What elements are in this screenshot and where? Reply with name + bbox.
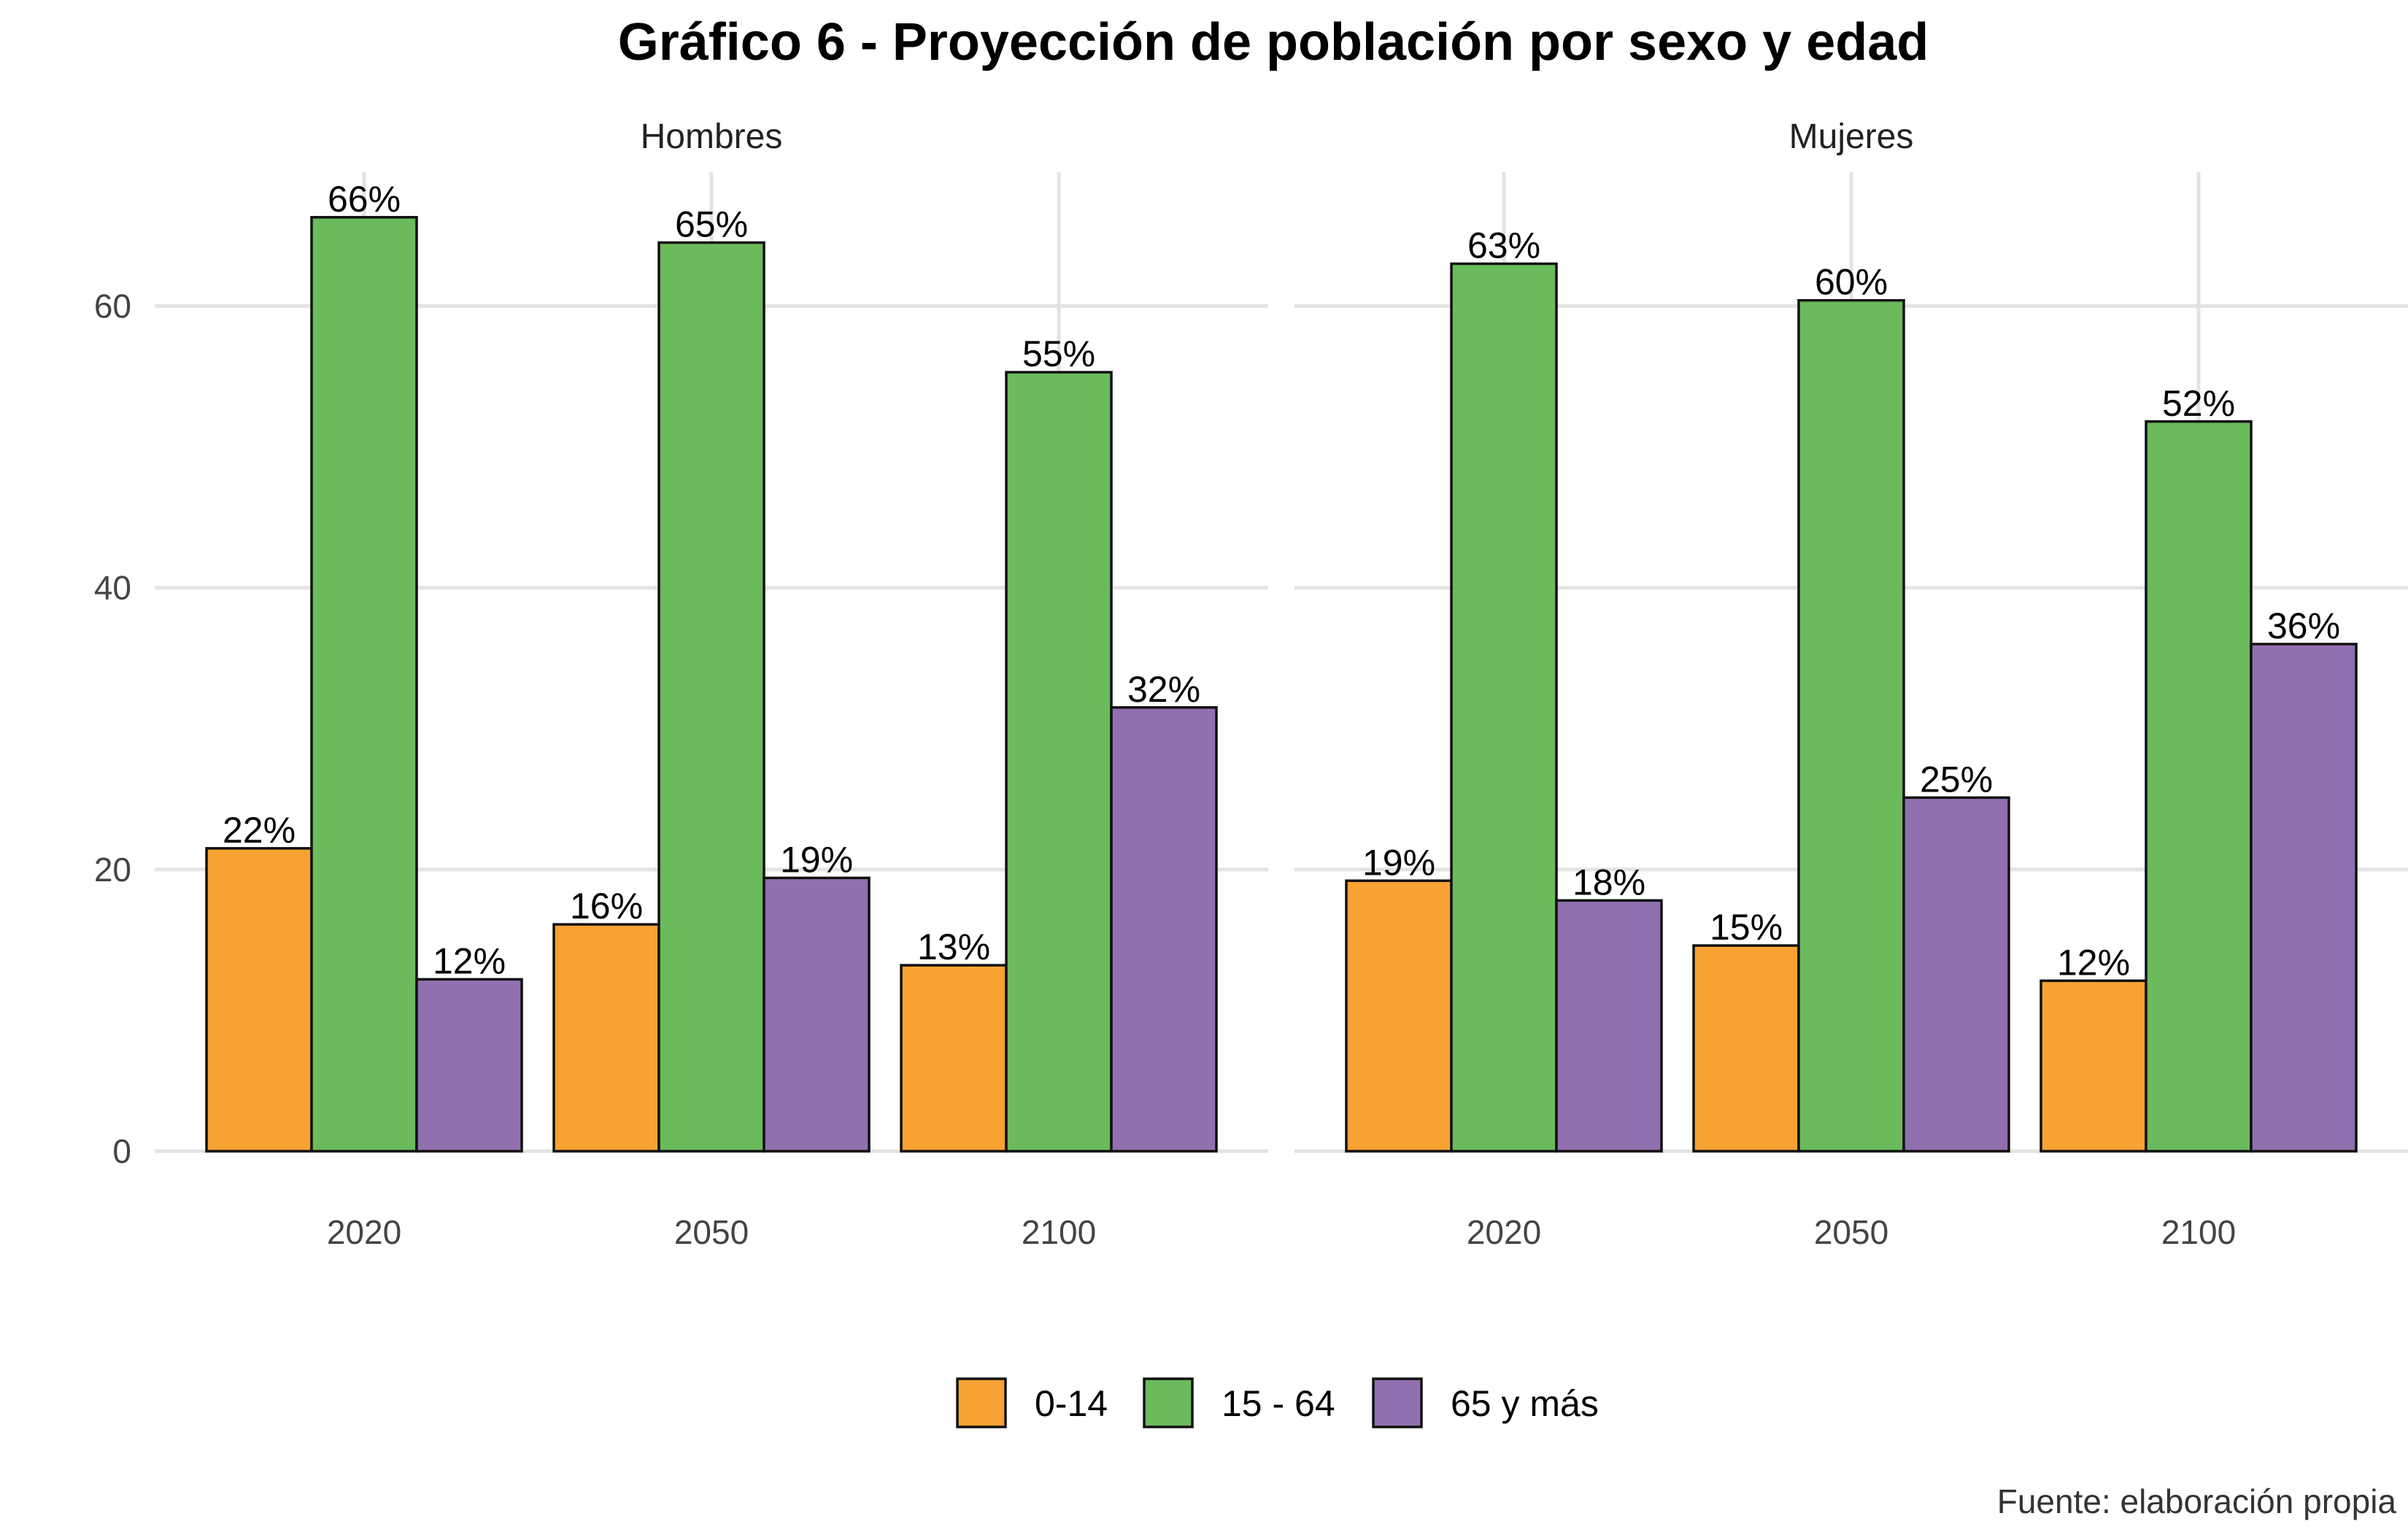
bar bbox=[1005, 371, 1113, 1153]
bar bbox=[1692, 944, 1800, 1153]
x-tick-label: 2100 bbox=[1022, 1213, 1096, 1251]
legend-item: 15 - 64 bbox=[1143, 1377, 1335, 1428]
legend: 0-14 15 - 64 65 y más bbox=[956, 1377, 1599, 1428]
data-label: 36% bbox=[2267, 606, 2340, 646]
legend-swatch bbox=[956, 1377, 1007, 1428]
data-label: 18% bbox=[1572, 862, 1645, 902]
x-tick-label: 2020 bbox=[1467, 1213, 1541, 1251]
x-tick-label: 2020 bbox=[327, 1213, 401, 1251]
y-tick-label: 0 bbox=[112, 1132, 131, 1170]
bar bbox=[2145, 420, 2253, 1153]
panel-strip-label: Hombres bbox=[641, 117, 783, 156]
legend-label: 65 y más bbox=[1451, 1383, 1599, 1424]
bar bbox=[1902, 796, 2010, 1153]
panel-mujeres: Mujeres 19% 63% 18% 2020 15% 60% 25% 2050 12% 52% 3… bbox=[1294, 117, 2408, 1251]
data-label: 60% bbox=[1815, 262, 1888, 303]
legend-item: 0-14 bbox=[956, 1377, 1108, 1428]
bar bbox=[1555, 899, 1663, 1153]
bar bbox=[205, 847, 313, 1153]
data-label: 16% bbox=[570, 886, 643, 926]
data-label: 25% bbox=[1920, 759, 1993, 800]
chart-title: Gráfico 6 - Proyección de población por … bbox=[618, 13, 1929, 71]
chart-panels: Hombres 22% 66% 12% 2020 16% 65% 19% 2050 13% 55% 3… bbox=[94, 117, 2408, 1251]
x-tick-label: 2050 bbox=[1814, 1213, 1888, 1251]
data-label: 55% bbox=[1022, 333, 1095, 374]
y-tick-label: 20 bbox=[94, 851, 131, 889]
legend-label: 15 - 64 bbox=[1222, 1383, 1335, 1424]
data-label: 13% bbox=[917, 926, 990, 967]
data-label: 12% bbox=[2057, 942, 2130, 983]
data-label: 66% bbox=[328, 179, 401, 220]
legend-label: 0-14 bbox=[1035, 1383, 1108, 1424]
bar bbox=[2250, 643, 2358, 1153]
data-label: 15% bbox=[1710, 907, 1783, 948]
y-tick-label: 40 bbox=[94, 569, 131, 607]
bar bbox=[415, 978, 523, 1153]
bar bbox=[900, 964, 1008, 1153]
data-label: 32% bbox=[1127, 669, 1200, 710]
data-label: 19% bbox=[1362, 842, 1435, 883]
bar bbox=[1345, 879, 1453, 1153]
legend-swatch bbox=[1143, 1377, 1194, 1428]
bar bbox=[1797, 298, 1905, 1153]
panel-strip-label: Mujeres bbox=[1789, 117, 1914, 156]
data-label: 22% bbox=[223, 810, 296, 851]
bar bbox=[2040, 979, 2147, 1153]
legend-item: 65 y más bbox=[1372, 1377, 1599, 1428]
bar bbox=[763, 876, 871, 1153]
bar bbox=[552, 923, 660, 1153]
bar bbox=[1450, 262, 1558, 1153]
bar bbox=[310, 216, 418, 1153]
x-tick-label: 2100 bbox=[2161, 1213, 2236, 1251]
bar bbox=[657, 241, 765, 1153]
data-label: 63% bbox=[1467, 225, 1540, 266]
source-caption: Fuente: elaboración propia bbox=[1997, 1482, 2397, 1520]
data-label: 52% bbox=[2162, 383, 2235, 424]
legend-swatch bbox=[1372, 1377, 1423, 1428]
panel-hombres: Hombres 22% 66% 12% 2020 16% 65% 19% 2050 13% 55% 3… bbox=[155, 117, 1268, 1251]
data-label: 65% bbox=[675, 204, 748, 245]
x-tick-label: 2050 bbox=[674, 1213, 749, 1251]
data-label: 12% bbox=[433, 940, 506, 981]
bar bbox=[1110, 706, 1218, 1153]
y-tick-label: 60 bbox=[94, 287, 131, 325]
data-label: 19% bbox=[780, 839, 853, 880]
